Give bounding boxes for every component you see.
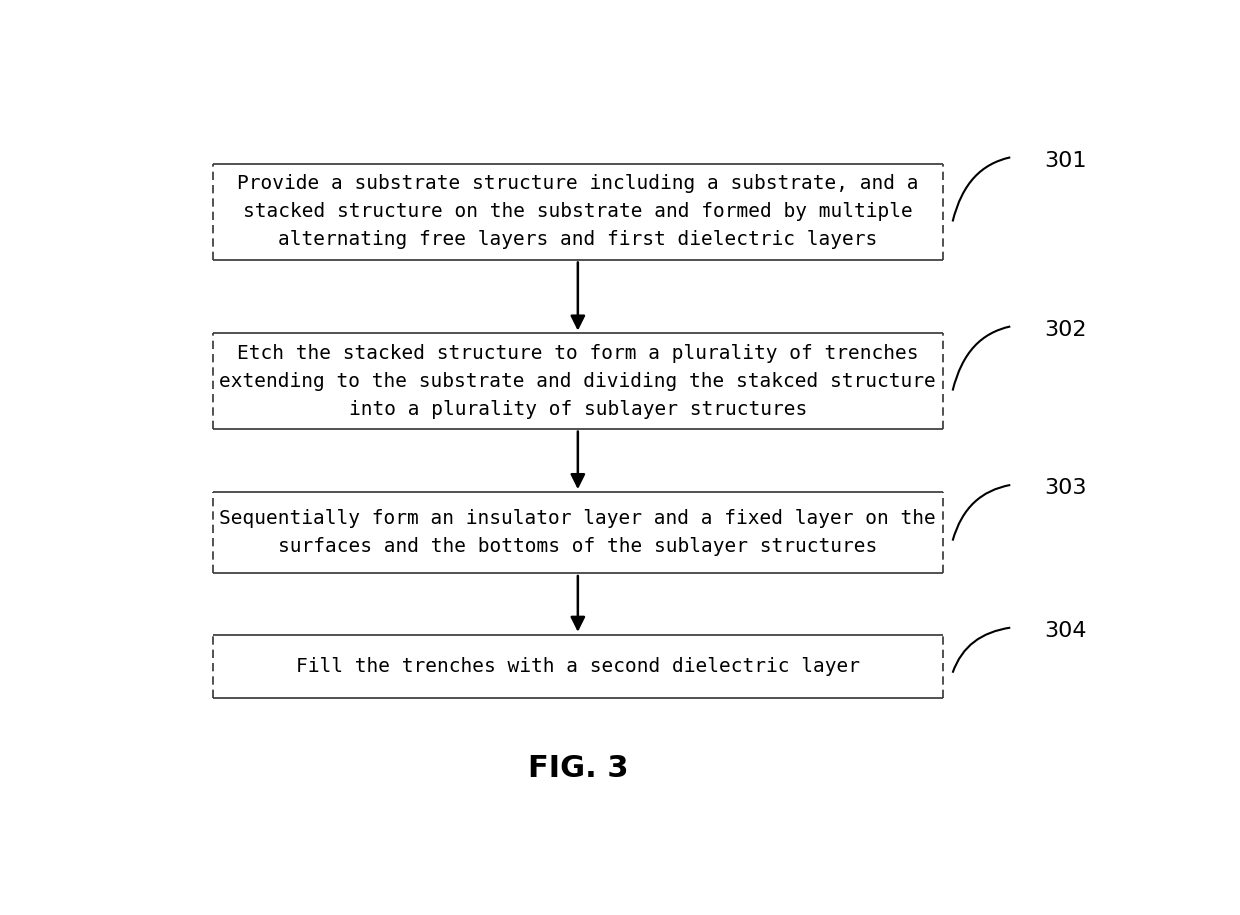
Text: 302: 302 (1044, 320, 1086, 340)
Text: Provide a substrate structure including a substrate, and a
stacked structure on : Provide a substrate structure including … (237, 175, 919, 250)
Text: 301: 301 (1044, 151, 1086, 171)
Text: 303: 303 (1044, 479, 1086, 499)
Text: Sequentially form an insulator layer and a fixed layer on the
surfaces and the b: Sequentially form an insulator layer and… (219, 509, 936, 556)
Text: Etch the stacked structure to form a plurality of trenches
extending to the subs: Etch the stacked structure to form a plu… (219, 343, 936, 418)
Text: 304: 304 (1044, 621, 1086, 641)
Text: FIG. 3: FIG. 3 (527, 754, 629, 783)
Text: Fill the trenches with a second dielectric layer: Fill the trenches with a second dielectr… (296, 657, 859, 676)
